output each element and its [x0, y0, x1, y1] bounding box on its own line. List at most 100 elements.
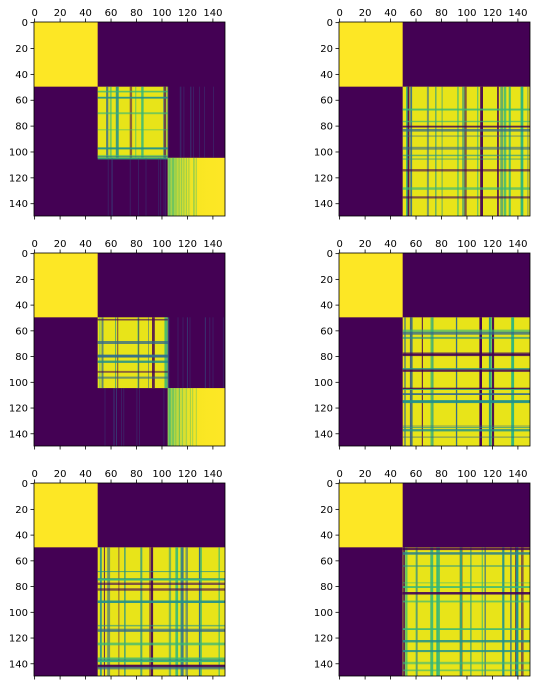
heatmap-stripe-vertical: [101, 317, 104, 389]
y-tick-label: 80: [15, 352, 28, 363]
heatmap-stripe-vertical: [510, 547, 512, 676]
heatmap-block: [97, 317, 168, 389]
heatmap-faint-line: [213, 86, 214, 158]
heatmap-stripe-vertical: [464, 86, 467, 217]
heatmap-stripe-vertical: [477, 86, 479, 217]
heatmap-stripe-vertical: [99, 547, 102, 676]
y-tick-label: 20: [320, 44, 333, 55]
x-tick-label: 20: [359, 469, 372, 480]
x-tick-label: 80: [130, 239, 143, 250]
heatmap-stripe-vertical: [421, 317, 423, 446]
heatmap-stripe-horizontal: [402, 129, 530, 132]
y-tick-label: 120: [9, 634, 28, 645]
heatmap-panel-top-right: 0 20 40 60 80 100 120 140 0 20 40 60 80 100 120 140: [314, 8, 531, 220]
x-tick-label: 140: [203, 8, 222, 19]
y-tick-label: 140: [9, 199, 28, 210]
heatmap-stripe-vertical: [148, 317, 149, 389]
heatmap-stripe-horizontal: [402, 669, 530, 672]
heatmap-stripe-horizontal: [402, 429, 530, 432]
axes-frame: [33, 482, 226, 677]
heatmap-faint-line: [182, 317, 184, 389]
y-tick-label: 40: [15, 531, 28, 542]
x-tick-label: 20: [359, 8, 372, 19]
heatmap-stripe-vertical: [405, 547, 408, 676]
heatmap-stripe-vertical: [521, 547, 524, 676]
heatmap-faint-line: [165, 157, 166, 216]
heatmap-gradient-line: [175, 157, 177, 216]
heatmap-stripe-vertical: [497, 86, 499, 217]
heatmap-stripe-vertical: [504, 86, 507, 217]
heatmap-stripe-horizontal: [97, 360, 168, 363]
heatmap-faint-line: [136, 388, 138, 446]
heatmap-stripe-horizontal: [402, 552, 530, 555]
x-tick-label: 0: [31, 469, 37, 480]
heatmap-stripe-vertical: [508, 86, 511, 217]
heatmap-block: [339, 483, 403, 548]
heatmap-stripe-horizontal: [97, 582, 225, 585]
heatmap-stripe-vertical: [175, 547, 179, 676]
y-tick-label: 20: [320, 505, 333, 516]
heatmap-gradient-line: [175, 388, 177, 446]
heatmap-stripe-vertical: [109, 86, 112, 158]
heatmap-faint-line: [168, 86, 169, 158]
heatmap-block: [339, 22, 403, 87]
y-tick-label: 140: [314, 659, 333, 670]
heatmap-stripe-horizontal: [97, 657, 225, 660]
y-tick-label: 20: [320, 275, 333, 286]
axes-frame: [338, 21, 531, 217]
heatmap-gradient-line: [178, 388, 180, 446]
heatmap-stripe-horizontal: [97, 628, 225, 631]
heatmap-faint-line: [113, 388, 115, 446]
x-tick-label: 140: [508, 239, 527, 250]
y-tick-label: 100: [314, 378, 333, 389]
heatmap-stripe-vertical: [470, 547, 472, 676]
heatmap-gradient-line: [181, 388, 183, 446]
heatmap-faint-line: [116, 388, 117, 446]
heatmap-faint-line: [139, 388, 140, 446]
heatmap-stripe-vertical: [406, 86, 408, 217]
heatmap-panel-bottom-right: 0 20 40 60 80 100 120 140 0 20 40 60 80 100 120 140: [314, 469, 531, 680]
heatmap-stripe-horizontal: [402, 628, 530, 630]
y-tick-label: 40: [320, 301, 333, 312]
y-tick-label: 100: [9, 147, 28, 158]
y-tick-label: 0: [22, 18, 28, 29]
x-tick-label: 40: [384, 239, 397, 250]
heatmap-stripe-horizontal: [97, 571, 225, 573]
y-tick-label: 140: [9, 429, 28, 440]
y-tick-label: 60: [15, 96, 28, 107]
x-tick-label: 80: [435, 469, 448, 480]
y-tick-label: 20: [15, 505, 28, 516]
x-tick-label: 60: [105, 239, 118, 250]
y-tick-label: 120: [9, 173, 28, 184]
y-tick-label: 120: [9, 404, 28, 415]
y-tick-label: 0: [327, 18, 333, 29]
heatmap-panel-bottom-left: 0 20 40 60 80 100 120 140 0 20 40 60 80 100 120 140: [9, 469, 226, 680]
heatmap-stripe-vertical: [407, 86, 410, 217]
heatmap-stripe-vertical: [410, 86, 413, 217]
heatmap-block: [402, 547, 530, 676]
x-tick-label: 120: [178, 8, 197, 19]
y-tick-label: 40: [320, 531, 333, 542]
x-tick-label: 80: [130, 8, 143, 19]
heatmap-gradient-line: [173, 388, 174, 446]
x-tick-label: 40: [384, 8, 397, 19]
heatmap-faint-line: [123, 388, 125, 446]
heatmap-stripe-vertical: [481, 547, 483, 676]
heatmap-stripe-horizontal: [402, 120, 530, 123]
heatmap-stripe-horizontal: [402, 565, 530, 567]
heatmap-stripe-vertical: [455, 317, 458, 446]
heatmap-stripe-horizontal: [402, 582, 530, 584]
heatmap-faint-line: [189, 317, 191, 389]
heatmap-stripe-horizontal: [402, 592, 530, 595]
heatmap-stripe-vertical: [516, 547, 519, 676]
heatmap-stripe-horizontal: [402, 586, 530, 588]
heatmap-gradient-line: [169, 388, 171, 446]
x-tick-label: 0: [336, 8, 342, 19]
y-tick-label: 60: [320, 96, 333, 107]
x-tick-label: 120: [178, 239, 197, 250]
heatmap-faint-line: [190, 86, 192, 158]
y-tick-label: 60: [320, 326, 333, 337]
heatmap-gradient-line: [195, 157, 197, 216]
heatmap-faint-line: [183, 86, 185, 158]
